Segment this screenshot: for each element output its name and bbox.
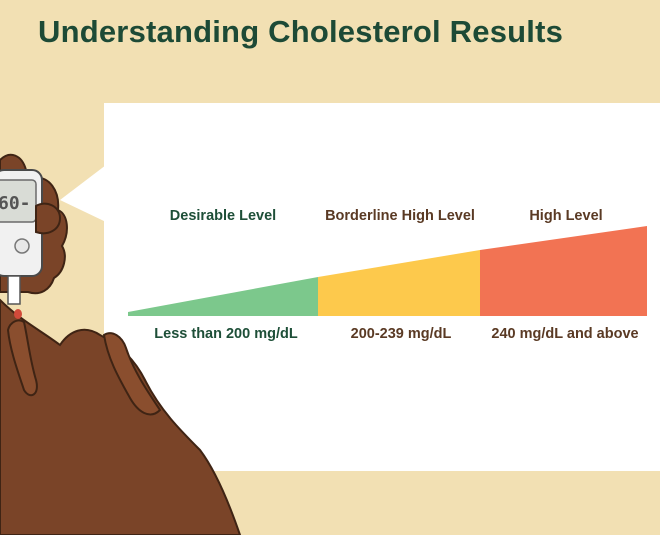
meter-reading: 60- <box>0 193 31 214</box>
desirable-level-label: Desirable Level <box>169 208 277 224</box>
blood-drop <box>14 309 22 319</box>
borderline-range-label: 200-239 mg/dL <box>350 326 452 342</box>
meter-button <box>14 238 30 254</box>
high-segment <box>480 226 647 316</box>
finger-shape <box>6 319 38 397</box>
hand-shape <box>0 298 242 535</box>
test-strip <box>7 275 21 305</box>
index-grip-finger <box>35 202 62 235</box>
high-range-label: 240 mg/dL and above <box>491 326 639 342</box>
borderline-level-label: Borderline High Level <box>325 208 475 224</box>
meter-screen <box>0 179 37 223</box>
thumb-shape <box>102 332 162 416</box>
desirable-segment <box>128 277 318 316</box>
high-level-label: High Level <box>529 208 603 224</box>
borderline-segment <box>318 250 480 316</box>
page-title: Understanding Cholesterol Results <box>38 14 564 49</box>
desirable-range-label: Less than 200 mg/dL <box>154 326 298 342</box>
